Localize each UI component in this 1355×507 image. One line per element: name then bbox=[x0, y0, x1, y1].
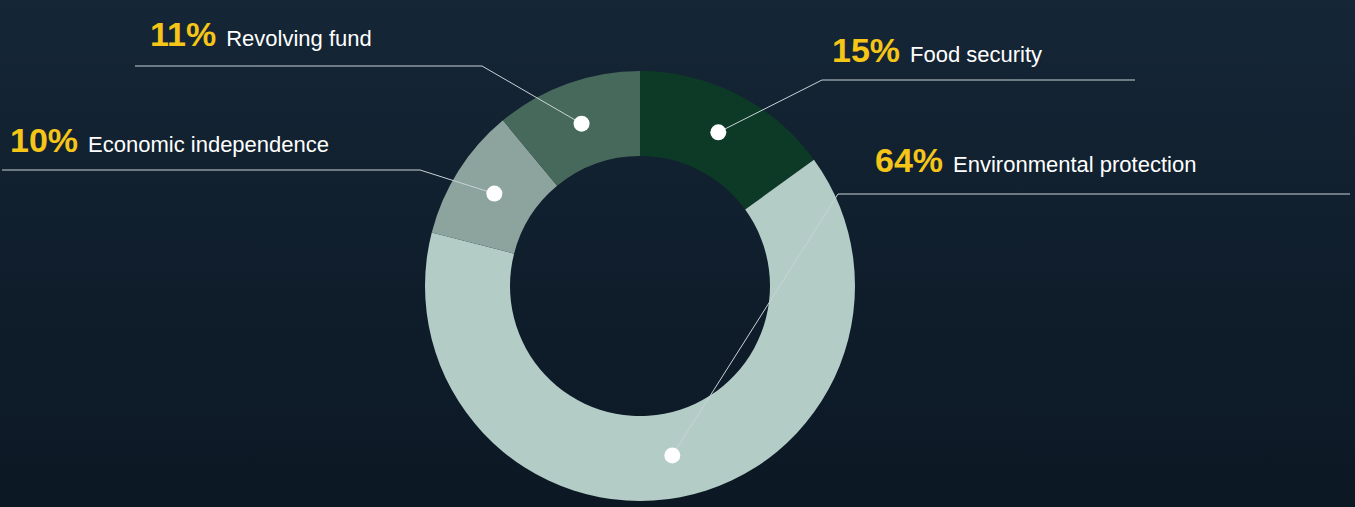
svg-text:64%Environmental protection: 64%Environmental protection bbox=[875, 141, 1196, 179]
svg-text:11%Revolving fund: 11%Revolving fund bbox=[150, 15, 372, 53]
svg-text:10%Economic independence: 10%Economic independence bbox=[10, 121, 329, 159]
svg-text:15%Food security: 15%Food security bbox=[832, 31, 1042, 69]
